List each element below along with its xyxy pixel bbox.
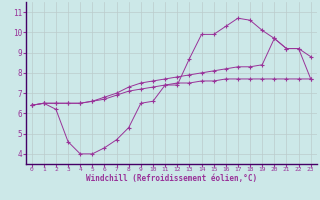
X-axis label: Windchill (Refroidissement éolien,°C): Windchill (Refroidissement éolien,°C) [86, 174, 257, 183]
